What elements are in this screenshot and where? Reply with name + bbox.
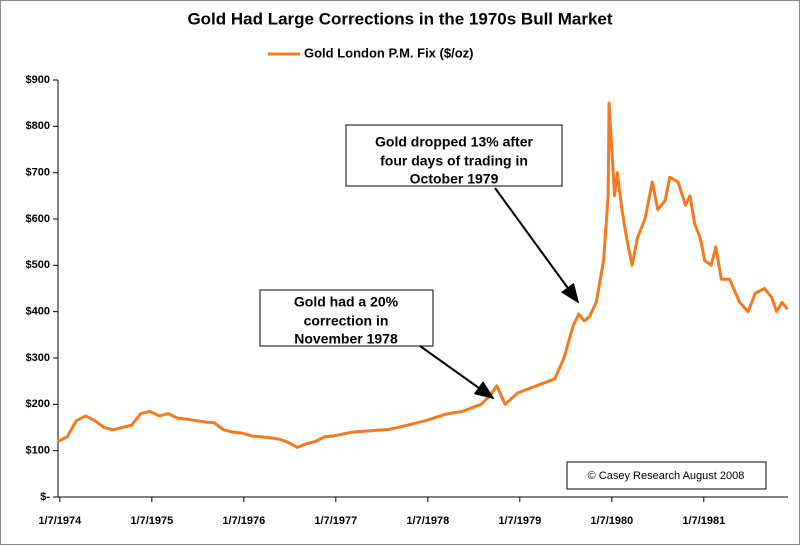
y-tick-label: $-	[40, 491, 50, 503]
x-tick-label: 1/7/1977	[314, 515, 357, 527]
y-tick-label: $500	[26, 259, 50, 271]
y-tick-label: $800	[26, 120, 50, 132]
annotation-arrow	[494, 187, 580, 304]
x-tick-label: 1/7/1975	[130, 515, 173, 527]
copyright-text: © Casey Research August 2008	[588, 470, 745, 482]
y-tick-label: $700	[26, 167, 50, 179]
y-tick-label: $600	[26, 213, 50, 225]
y-tick-label: $400	[26, 306, 50, 318]
chart-title: Gold Had Large Corrections in the 1970s …	[187, 9, 612, 28]
annotation-text: correction in	[304, 313, 389, 329]
annotation-text: November 1978	[294, 331, 398, 347]
x-tick-label: 1/7/1981	[682, 515, 725, 527]
legend-label: Gold London P.M. Fix ($/oz)	[304, 45, 473, 60]
y-tick-label: $200	[26, 398, 50, 410]
annotation-box	[345, 124, 563, 187]
annotation-arrow	[419, 345, 495, 400]
annotation-box	[259, 289, 434, 347]
y-tick-label: $100	[26, 445, 50, 457]
annotation-text: October 1979	[410, 171, 499, 187]
x-tick-label: 1/7/1979	[498, 515, 541, 527]
x-tick-label: 1/7/1980	[590, 515, 633, 527]
x-tick-label: 1/7/1974	[38, 515, 82, 527]
annotation-text: Gold had a 20%	[294, 294, 399, 310]
annotation-text: Gold dropped 13% after	[375, 134, 533, 150]
y-tick-label: $900	[26, 74, 50, 86]
copyright-box	[566, 461, 767, 490]
y-tick-label: $300	[26, 352, 50, 364]
series-line	[57, 101, 789, 449]
x-tick-label: 1/7/1976	[222, 515, 265, 527]
x-tick-label: 1/7/1978	[406, 515, 449, 527]
annotation-text: four days of trading in	[380, 153, 528, 169]
